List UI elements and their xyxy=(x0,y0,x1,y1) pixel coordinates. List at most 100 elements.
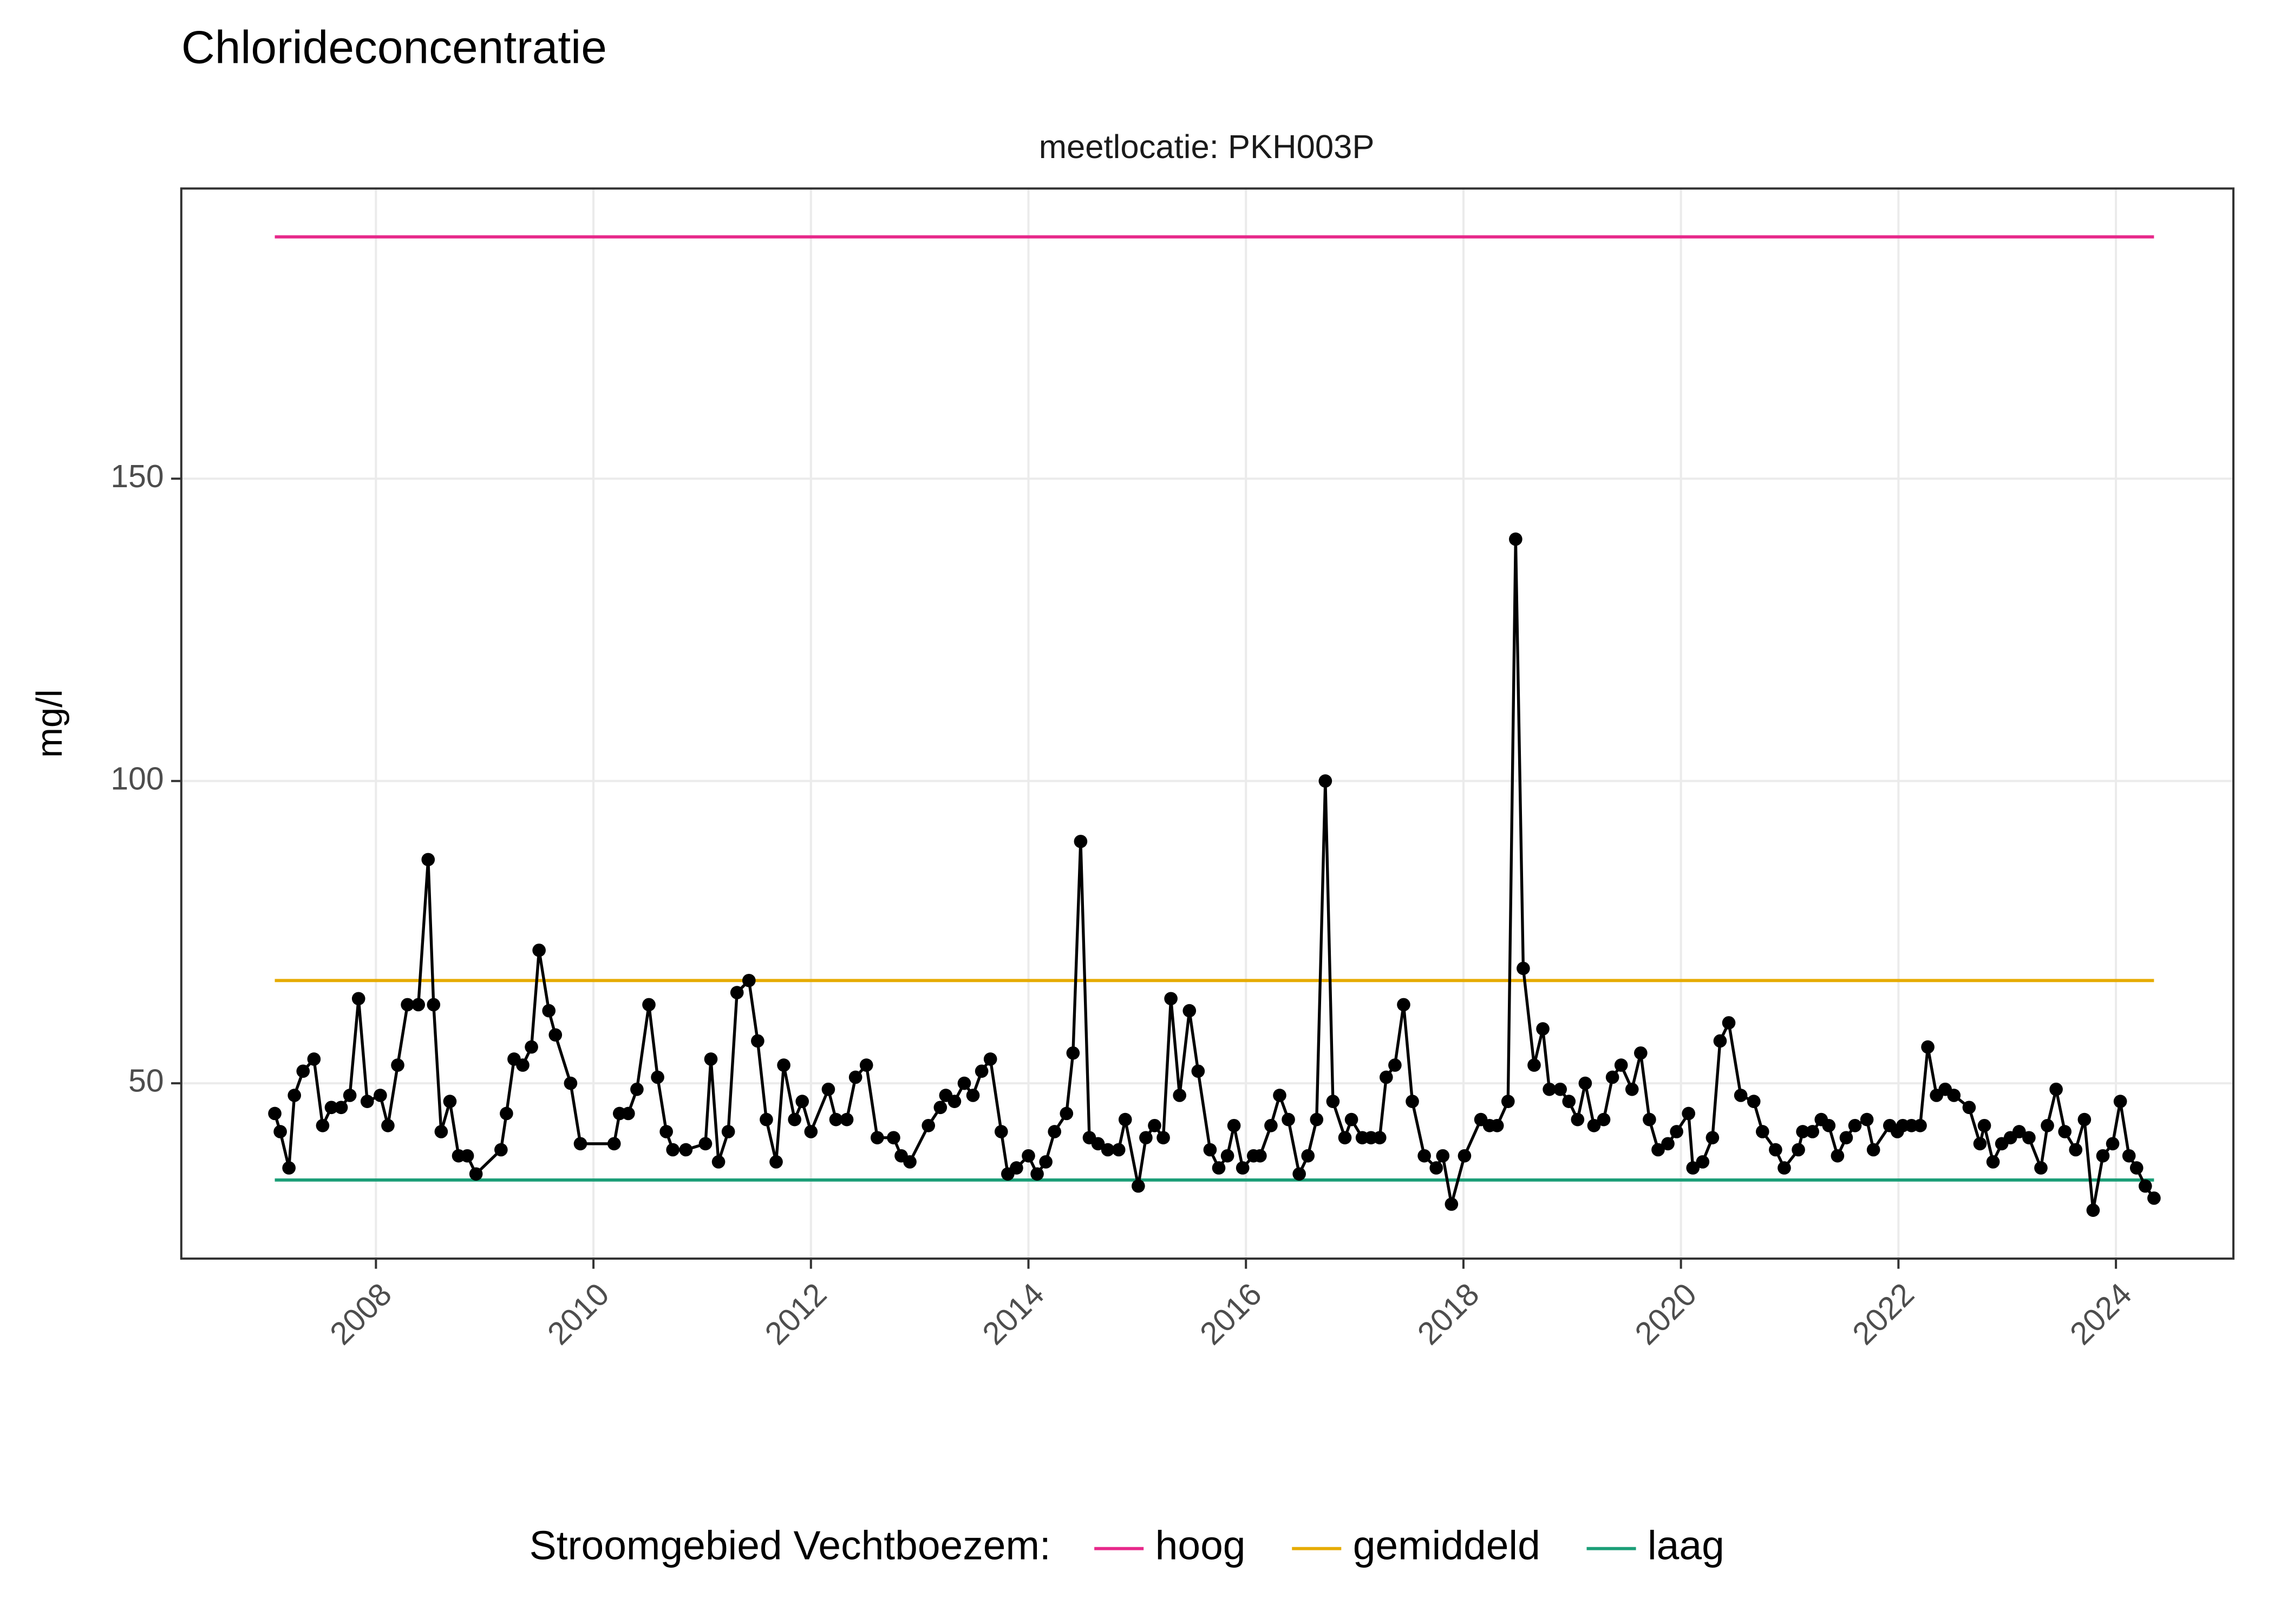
data-point xyxy=(307,1052,321,1066)
data-point xyxy=(933,1101,948,1115)
data-point xyxy=(1848,1118,1862,1132)
data-point xyxy=(1173,1089,1187,1102)
data-point xyxy=(730,986,744,999)
data-point xyxy=(1373,1131,1387,1144)
data-point xyxy=(525,1040,538,1054)
data-point xyxy=(273,1125,287,1138)
data-point xyxy=(1066,1046,1080,1060)
data-point xyxy=(1301,1149,1315,1163)
data-point xyxy=(2049,1082,2063,1096)
data-point xyxy=(1643,1112,1656,1127)
data-point xyxy=(1292,1167,1306,1181)
legend: Stroomgebied Vechtboezem: hoog gemiddeld la… xyxy=(530,1523,1724,1568)
data-point xyxy=(1686,1161,1700,1175)
data-point xyxy=(2096,1149,2110,1163)
data-point xyxy=(651,1070,664,1084)
data-point xyxy=(1778,1161,1791,1175)
data-point xyxy=(704,1052,718,1066)
data-point xyxy=(1436,1149,1450,1163)
data-point xyxy=(1388,1058,1402,1072)
data-point xyxy=(1397,998,1410,1012)
data-point xyxy=(2041,1118,2054,1132)
data-point xyxy=(2122,1149,2136,1163)
data-point xyxy=(1074,835,1088,848)
data-point xyxy=(324,1101,338,1115)
data-point xyxy=(666,1143,680,1157)
data-point xyxy=(1338,1131,1352,1144)
data-point xyxy=(1318,774,1332,788)
data-point xyxy=(2106,1137,2120,1151)
data-point xyxy=(2113,1095,2127,1108)
data-point xyxy=(804,1125,818,1138)
facet-label: meetlocatie: PKH003P xyxy=(1039,128,1375,166)
data-point xyxy=(460,1149,474,1163)
data-point xyxy=(788,1112,801,1127)
data-point xyxy=(659,1125,673,1138)
data-point xyxy=(1517,961,1530,975)
data-point xyxy=(381,1118,395,1132)
data-point xyxy=(795,1095,809,1108)
data-point xyxy=(1429,1161,1443,1175)
data-point xyxy=(1273,1089,1286,1102)
y-axis-label: mg/l xyxy=(29,689,70,758)
data-point xyxy=(1670,1125,1683,1138)
data-point xyxy=(2069,1143,2083,1157)
data-point xyxy=(391,1058,404,1072)
data-point xyxy=(1445,1197,1459,1211)
data-point xyxy=(994,1125,1008,1138)
data-point xyxy=(983,1052,997,1066)
data-point xyxy=(1326,1095,1340,1108)
y-tick-label: 100 xyxy=(110,761,164,796)
data-point xyxy=(1755,1125,1769,1138)
data-point xyxy=(427,998,441,1012)
data-point xyxy=(607,1137,621,1151)
data-point xyxy=(1417,1149,1431,1163)
data-point xyxy=(1156,1131,1170,1144)
grid xyxy=(181,188,2233,1259)
data-point xyxy=(1060,1106,1074,1121)
data-point xyxy=(469,1167,483,1181)
data-point xyxy=(532,944,546,957)
data-point xyxy=(1536,1022,1550,1036)
data-point xyxy=(1571,1112,1585,1127)
data-point xyxy=(760,1112,773,1127)
data-point xyxy=(698,1137,713,1151)
data-point xyxy=(1048,1125,1062,1138)
data-point xyxy=(1947,1089,1961,1102)
data-point xyxy=(840,1112,854,1127)
data-point xyxy=(1796,1125,1809,1138)
data-point xyxy=(1634,1046,1648,1060)
data-point xyxy=(2034,1161,2048,1175)
data-point xyxy=(1118,1112,1132,1127)
data-point xyxy=(1282,1112,1295,1127)
data-point xyxy=(1651,1143,1665,1157)
legend-label: laag xyxy=(1648,1523,1724,1568)
data-point xyxy=(1501,1095,1515,1108)
data-point xyxy=(1913,1118,1927,1132)
data-point xyxy=(542,1004,556,1018)
data-point xyxy=(1587,1118,1601,1132)
data-point xyxy=(1605,1070,1619,1084)
data-point xyxy=(1310,1112,1324,1127)
data-point xyxy=(500,1106,513,1121)
data-point xyxy=(1253,1149,1267,1163)
data-point xyxy=(887,1131,900,1144)
data-point xyxy=(1839,1131,1853,1144)
plot-area xyxy=(268,235,2161,1217)
data-point xyxy=(642,998,656,1012)
legend-label: gemiddeld xyxy=(1353,1523,1540,1568)
data-point xyxy=(630,1082,644,1096)
data-point xyxy=(1212,1161,1226,1175)
data-point xyxy=(848,1070,862,1084)
data-point xyxy=(870,1131,884,1144)
data-point xyxy=(287,1089,302,1102)
data-point xyxy=(1625,1082,1639,1096)
data-point xyxy=(351,992,365,1006)
data-point xyxy=(948,1095,962,1108)
data-point xyxy=(1203,1143,1217,1157)
data-point xyxy=(1344,1112,1358,1127)
data-point xyxy=(1101,1143,1115,1157)
data-point xyxy=(1139,1131,1153,1144)
data-point xyxy=(1866,1143,1880,1157)
data-point xyxy=(1039,1155,1053,1169)
